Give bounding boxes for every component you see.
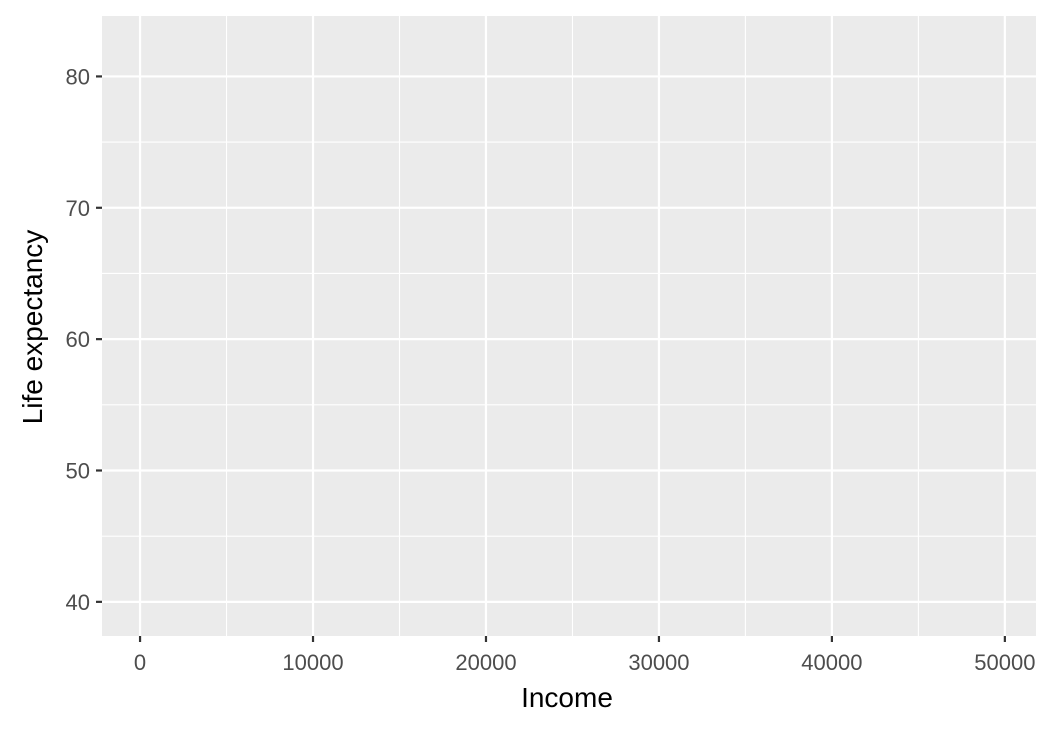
y-axis-tick-label: 40 <box>66 590 90 615</box>
y-axis-tick-label: 80 <box>66 64 90 89</box>
y-axis-tick-label: 70 <box>66 196 90 221</box>
x-axis-tick-label: 10000 <box>282 650 343 675</box>
x-axis-tick-label: 40000 <box>801 650 862 675</box>
y-axis-tick-label: 50 <box>66 458 90 483</box>
x-axis-tick-label: 0 <box>134 650 146 675</box>
plot-panel-background <box>102 16 1036 636</box>
x-axis-title: Income <box>521 682 613 713</box>
x-axis-tick-label: 20000 <box>455 650 516 675</box>
x-axis-tick-label: 30000 <box>628 650 689 675</box>
y-axis: 40 50 60 70 80 <box>66 64 102 615</box>
x-axis: 0 10000 20000 30000 40000 50000 <box>134 636 1035 675</box>
y-axis-tick-label: 60 <box>66 327 90 352</box>
x-axis-tick-label: 50000 <box>974 650 1035 675</box>
minor-grid-lines <box>102 16 1036 636</box>
y-axis-title: Life expectancy <box>17 230 48 425</box>
major-grid-lines <box>102 16 1036 636</box>
